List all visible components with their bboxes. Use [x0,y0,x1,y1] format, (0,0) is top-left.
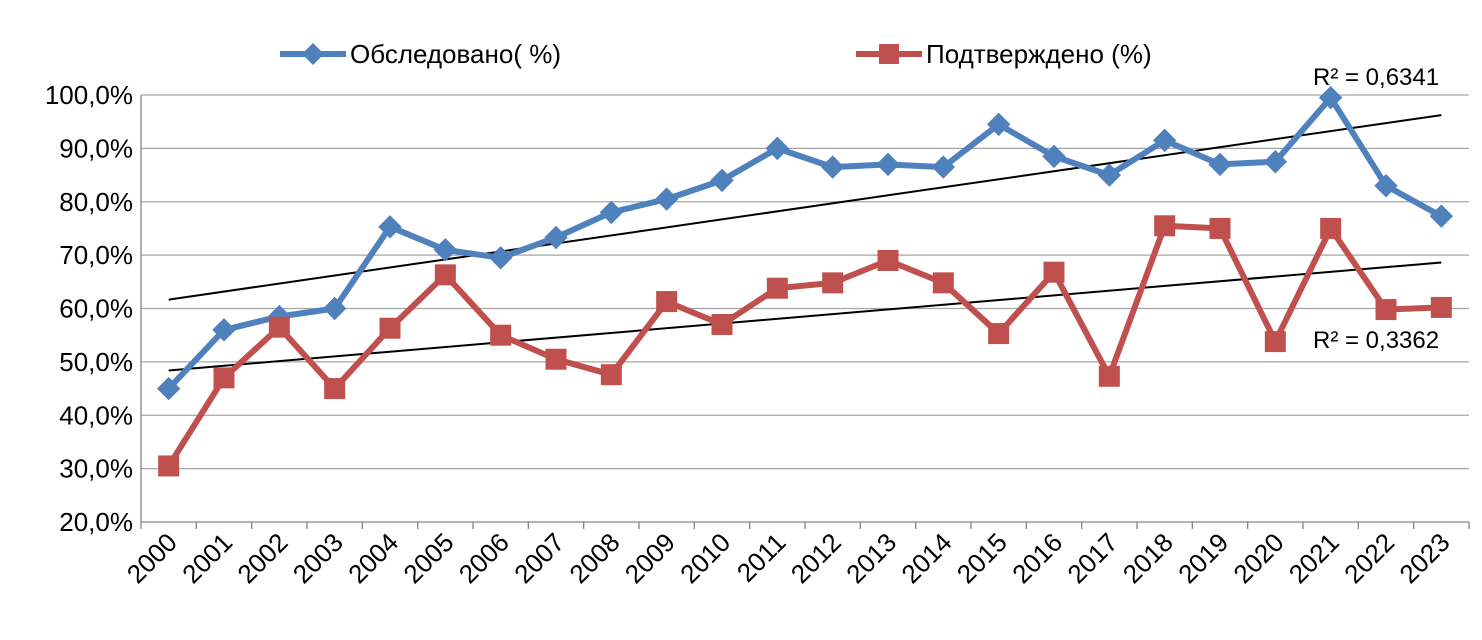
x-tick-label: 2004 [342,527,404,589]
data-point [268,316,290,338]
data-point [711,314,733,336]
data-point [876,152,900,177]
data-point [1264,331,1286,353]
data-point [1430,296,1452,318]
series-line [165,222,1445,469]
data-point [378,215,402,239]
data-point [490,324,512,346]
data-point [1043,261,1065,283]
x-tick-label: 2007 [508,527,570,589]
x-tick-label: 2010 [674,527,736,589]
data-point [877,249,899,271]
legend-label: Обследовано( %) [350,39,561,69]
y-tick-label: 100,0% [45,80,133,110]
y-tick-label: 80,0% [59,187,133,217]
data-point [656,291,678,313]
y-tick-label: 50,0% [59,347,133,377]
data-point [1374,174,1398,198]
data-point [1097,163,1122,187]
data-point [931,155,956,179]
trendline [168,114,1442,301]
legend-marker [302,43,324,65]
x-tick-label: 2001 [176,527,238,589]
legend-item: Подтверждено (%) [856,39,1152,69]
r-squared-label: R² = 0,3362 [1313,327,1439,354]
legend-marker [879,44,899,64]
x-tick-label: 2022 [1338,527,1400,589]
data-point [544,225,568,250]
data-point [932,272,954,294]
data-point [1318,85,1343,110]
data-point [1429,204,1454,228]
y-tick-label: 30,0% [59,454,133,484]
data-point [545,348,567,370]
data-point [1098,365,1120,387]
x-tick-label: 2015 [951,527,1013,589]
x-tick-label: 2002 [231,527,293,589]
x-tick-label: 2006 [453,527,515,589]
data-point [766,277,788,299]
x-tick-label: 2016 [1006,527,1068,589]
y-tick-label: 40,0% [59,400,133,430]
data-point [1209,217,1231,239]
x-tick-label: 2019 [1172,527,1234,589]
y-tick-label: 60,0% [59,294,133,324]
data-point [600,364,622,386]
data-point [213,367,235,389]
data-point [820,155,845,179]
series-line [165,94,1445,392]
legend-label: Подтверждено (%) [926,39,1152,69]
data-point [488,246,513,270]
x-tick-label: 2017 [1061,527,1123,589]
x-tick-label: 2005 [397,527,459,589]
data-point [988,323,1010,345]
data-point [156,376,181,401]
data-point [710,168,734,193]
axis-layer: 20,0% 30,0% 40,0% 50,0% 60,0% 70,0% 80,0% 90,0%… [45,80,1470,589]
x-tick-label: 2014 [895,527,957,589]
data-point [158,455,180,477]
y-tick-label: 20,0% [59,507,133,537]
x-tick-label: 2020 [1227,527,1289,589]
y-tick-label: 70,0% [59,240,133,270]
x-tick-label: 2003 [287,527,349,589]
data-point [212,318,236,342]
x-tick-label: 2013 [840,527,902,589]
data-point [1263,150,1288,174]
x-tick-label: 2023 [1393,527,1455,589]
data-point [324,378,346,400]
data-point [654,187,679,211]
r-squared-label: R² = 0,6341 [1313,64,1439,91]
data-point [765,136,790,161]
legend-item: Обследовано( %) [280,39,561,69]
trendline-layer [168,114,1442,372]
x-tick-label: 2018 [1117,527,1179,589]
x-tick-label: 2009 [619,527,681,589]
data-point [1154,215,1176,237]
data-point [599,200,624,225]
x-tick-label: 2011 [731,527,792,588]
data-point [1375,299,1397,321]
data-point [1208,152,1232,177]
data-point [434,264,456,286]
data-point [986,112,1011,137]
y-tick-label: 90,0% [59,133,133,163]
x-tick-label: 2012 [785,527,847,589]
data-point [1152,128,1177,153]
data-point [822,272,844,294]
trendline [168,261,1442,372]
legend: Обследовано( %) Подтверждено (%) [280,39,1152,69]
data-point [379,317,401,339]
data-point [433,238,458,262]
data-point [1042,144,1066,169]
annotation-layer: R² = 0,6341 R² = 0,3362 [1313,64,1439,354]
x-tick-label: 2008 [563,527,625,589]
series-layer [156,85,1454,477]
data-point [1320,217,1342,239]
x-tick-label: 2021 [1283,527,1345,589]
data-point [322,296,347,321]
